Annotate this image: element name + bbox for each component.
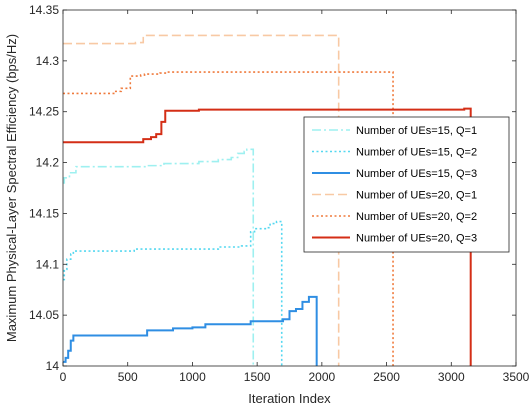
x-tick-label: 3500	[503, 370, 530, 384]
series-line-5	[63, 71, 394, 366]
y-tick-label: 14.1	[36, 257, 60, 271]
y-tick-label: 14.05	[29, 308, 59, 322]
x-tick-label: 2000	[309, 370, 336, 384]
plot-frame	[62, 9, 517, 367]
y-tick-label: 14.3	[36, 54, 60, 68]
y-axis-ticks: 14 14.05 14.1 14.15 14.2 14.25 14.3 14.35	[29, 3, 516, 373]
y-tick-label: 14.25	[29, 105, 59, 119]
series-line-6	[63, 107, 472, 366]
legend-box	[303, 116, 510, 253]
legend-label-4: Number of UEs=20, Q=1	[356, 190, 477, 202]
x-tick-label: 1000	[179, 370, 206, 384]
y-tick-label: 14.15	[29, 206, 59, 220]
y-tick-label: 14	[46, 359, 60, 373]
legend: Number of UEs=15, Q=1 Number of UEs=15, Q…	[303, 116, 510, 253]
series-line-4	[63, 34, 340, 366]
series-layer	[63, 34, 472, 366]
legend-label-3: Number of UEs=15, Q=3	[356, 168, 477, 180]
x-tick-label: 0	[60, 370, 67, 384]
x-axis-ticks: 0 500 1000 1500 2000 2500 3000 3500	[60, 10, 530, 384]
legend-label-6: Number of UEs=20, Q=3	[356, 233, 477, 245]
x-tick-label: 1500	[244, 370, 271, 384]
y-axis-label: Maximum Physical-Layer Spectral Efficien…	[4, 34, 19, 342]
series-line-1	[63, 148, 255, 366]
y-tick-label: 14.2	[36, 156, 60, 170]
series-line-3	[63, 295, 318, 366]
legend-label-1: Number of UEs=15, Q=1	[356, 125, 477, 137]
x-axis-label: Iteration Index	[248, 391, 331, 406]
legend-label-2: Number of UEs=15, Q=2	[356, 147, 477, 159]
legend-label-5: Number of UEs=20, Q=2	[356, 211, 477, 223]
x-tick-label: 3000	[438, 370, 465, 384]
y-tick-label: 14.35	[29, 3, 59, 17]
x-tick-label: 500	[118, 370, 138, 384]
x-tick-label: 2500	[373, 370, 400, 384]
